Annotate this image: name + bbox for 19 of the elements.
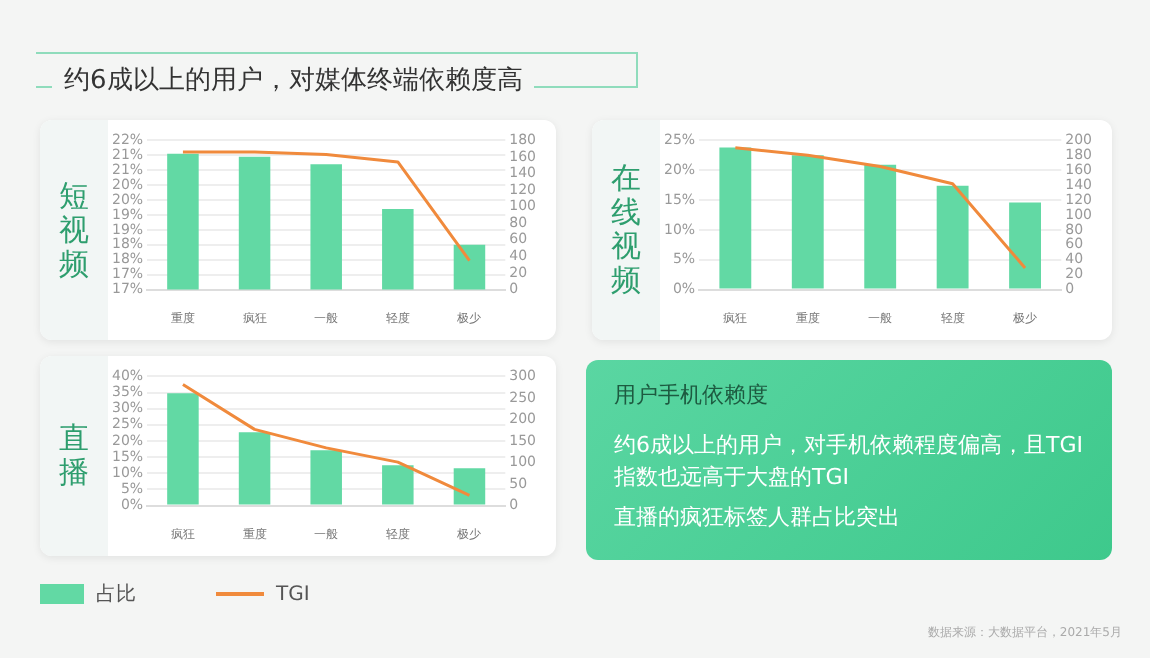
bar [791,155,824,289]
bar [864,164,897,289]
text: 直播 [58,420,90,490]
text: 直播的疯狂标签人群占比突出 [614,502,902,534]
text: 在线视频 [610,160,642,298]
bar [936,185,969,289]
text: 用户手机依赖度 [614,380,770,410]
text: 约6成以上的用户，对手机依赖程度偏高，且TGI指数也远高于大盘的TGI [614,430,1084,494]
legend-label: TGI [276,583,310,605]
text: 约6成以上的用户，对媒体终端依赖度高 [52,62,535,98]
bar [167,393,199,505]
bar [382,465,414,505]
bar [1009,202,1041,289]
legend-label: 占比 [96,581,136,608]
bar [719,147,752,289]
bar [453,468,486,505]
bar [238,432,271,505]
bar [310,450,342,505]
text: 短视频 [58,177,90,281]
